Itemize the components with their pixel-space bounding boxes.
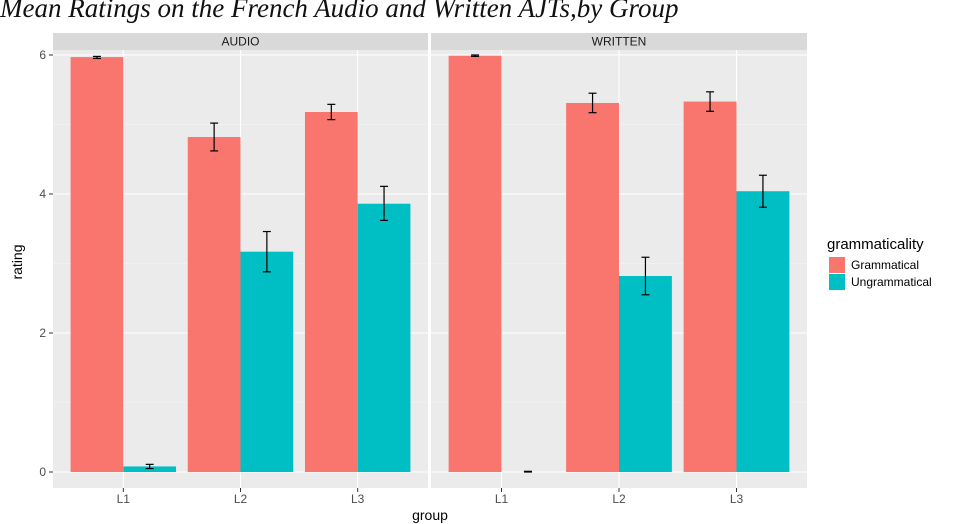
x-tick-label: L2 [612,492,626,506]
error-bar [588,92,597,114]
error-bar [523,470,532,473]
y-tick-label: 6 [39,48,46,62]
error-bar [758,174,767,208]
legend-swatch [829,257,845,273]
x-tick-label: L2 [234,492,248,506]
facet-strip-label: WRITTEN [592,35,647,49]
bar [566,102,619,472]
bar [357,203,411,473]
error-bar [262,230,271,273]
error-bar [641,256,650,296]
legend-title: grammaticality [827,236,924,253]
x-tick-label: L1 [495,492,509,506]
bar [304,111,358,473]
legend-label: Grammatical [851,258,919,272]
y-axis-title: rating [9,244,25,279]
error-bar [210,122,219,152]
x-tick-label: L3 [351,492,365,506]
facet-strip [431,33,807,50]
bar [619,276,672,472]
error-bar [380,185,389,222]
bar [240,251,294,472]
error-bar [92,55,101,60]
bar [123,466,177,472]
chart-title: Mean Ratings on the French Audio and Wri… [0,0,679,23]
error-bar [706,91,715,112]
bar [187,137,241,472]
bar [448,55,502,472]
facet-strip-label: AUDIO [221,35,259,49]
x-tick-label: L3 [730,492,744,506]
bar [736,191,790,472]
facet-strip [53,33,428,50]
y-tick-label: 2 [39,326,46,340]
legend-swatch [829,274,845,290]
error-bar [145,463,154,470]
x-tick-label: L1 [117,492,131,506]
y-tick-label: 4 [39,187,46,201]
bar [683,101,737,472]
legend-label: Ungrammatical [851,275,932,289]
error-bar [471,54,480,57]
bar [70,57,124,473]
error-bar [327,103,336,121]
x-axis-title: group [412,507,448,523]
y-tick-label: 0 [39,465,46,479]
